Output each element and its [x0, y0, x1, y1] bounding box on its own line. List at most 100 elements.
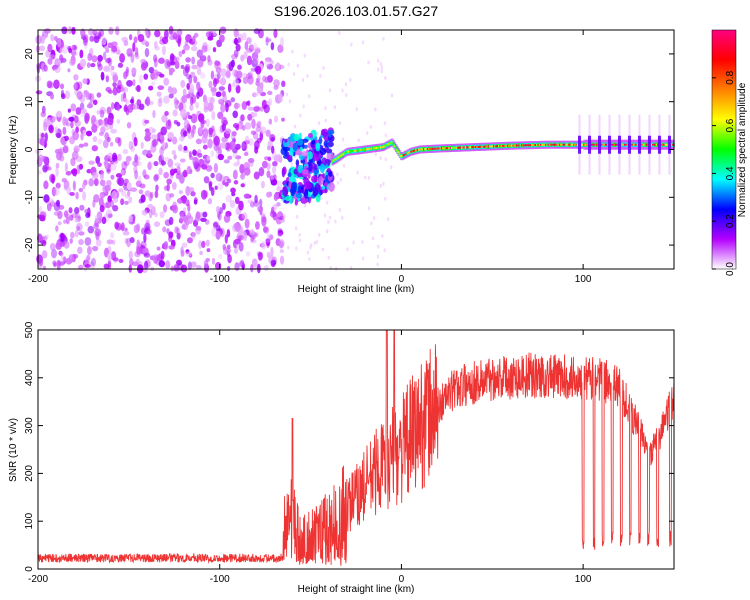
spectrogram-noise-cell: [257, 205, 264, 213]
spectrogram-noise-cell: [55, 59, 62, 65]
tone-band-core: [475, 146, 478, 149]
spectrogram-noise-cell: [243, 151, 249, 157]
spectrogram-noise-cell: [64, 162, 69, 173]
spectrogram-noise-cell: [109, 232, 115, 239]
spectrogram-noise-cell: [73, 145, 80, 153]
tone-band-core: [403, 153, 407, 156]
spectrogram-noise-cell: [143, 260, 149, 270]
spectrogram-noise-cell: [221, 90, 226, 97]
spectrogram-faint-cell: [344, 82, 348, 87]
spectrogram-noise-cell: [167, 131, 175, 140]
spectrogram-transition-cell: [307, 132, 313, 139]
spectrogram-noise-cell: [218, 85, 225, 93]
spectrogram-noise-cell: [145, 131, 152, 137]
spectrogram-noise-cell: [103, 124, 111, 131]
spectrogram-noise-cell: [159, 134, 164, 141]
spectrogram-noise-cell: [62, 145, 69, 154]
spectrogram-noise-cell: [42, 164, 48, 173]
spectrogram-noise-cell: [256, 263, 261, 274]
spectrogram-transition-cell: [327, 129, 335, 135]
spectrogram-noise-cell: [259, 106, 264, 112]
tone-band-core: [636, 143, 640, 146]
spectrogram-noise-cell: [279, 218, 285, 223]
spectrogram-noise-cell: [181, 95, 188, 104]
spectrogram-transition-cell: [324, 182, 328, 187]
spectrogram-noise-cell: [192, 124, 196, 134]
spectrogram-noise-cell: [152, 69, 159, 80]
spectrogram-noise-cell: [142, 169, 147, 178]
tone-band-core: [626, 143, 629, 146]
spectrogram-faint-cell: [381, 234, 384, 239]
spectrogram-noise-cell: [48, 124, 54, 134]
snr-series: [37, 329, 675, 566]
tone-band-core: [410, 150, 413, 153]
spectrogram-transition-cell: [292, 142, 298, 152]
spectrogram-noise-cell: [234, 102, 239, 110]
spectrogram-noise-cell: [188, 74, 193, 85]
spectrogram-faint-cell: [379, 183, 382, 188]
spectrogram-noise-cell: [171, 149, 176, 155]
spectrogram-faint-cell: [386, 217, 390, 222]
tone-band-core: [405, 153, 408, 156]
spectrogram-noise-cell: [112, 204, 119, 212]
tone-band-core: [653, 143, 656, 146]
y-tick-label: 10: [24, 96, 35, 108]
spectrogram-noise-cell: [67, 108, 71, 113]
spectrogram-noise-cell: [239, 163, 245, 174]
spectrogram-noise-cell: [108, 213, 113, 218]
spectrogram-noise-cell: [55, 225, 59, 232]
spectrogram-transition-cell: [313, 165, 318, 170]
spectrogram-noise-cell: [135, 258, 140, 267]
spectrogram-noise-cell: [42, 235, 48, 241]
spectrogram-faint-cell: [291, 49, 294, 54]
spectrogram-noise-cell: [273, 115, 279, 123]
spectrogram-noise-cell: [169, 53, 175, 62]
tone-band-core: [584, 143, 587, 146]
colorbar-tick-label: 0.4: [725, 166, 736, 180]
tone-band-core: [443, 147, 446, 150]
spectrogram-noise-cell: [232, 123, 240, 129]
tone-band-core: [353, 149, 356, 152]
spectrogram-noise-cell: [59, 46, 64, 53]
spectrogram-noise-cell: [215, 67, 222, 74]
spectrogram-noise-cell: [158, 260, 166, 268]
tone-band-core: [420, 148, 423, 151]
spectrogram-noise-cell: [226, 244, 231, 250]
spectrogram-noise-cell: [110, 160, 117, 171]
tone-band-core: [615, 143, 618, 146]
spectrogram-noise-cell: [107, 64, 113, 73]
spectrogram-noise-cell: [125, 69, 129, 77]
spectrogram-noise-cell: [253, 171, 260, 180]
spectrogram-faint-cell: [322, 65, 325, 70]
spectrogram-noise-cell: [63, 240, 70, 249]
spectrogram-noise-cell: [140, 141, 144, 150]
tone-band-core: [370, 147, 374, 150]
tone-band-core: [375, 146, 379, 149]
x-tick-label: 0: [399, 574, 405, 585]
spectrogram-noise-cell: [168, 67, 175, 73]
tone-band-core: [378, 146, 381, 149]
spectrogram-noise-cell: [221, 116, 228, 127]
spectrogram-transition-cell: [312, 186, 319, 197]
tone-band-core: [336, 157, 339, 160]
spectrogram-noise-cell: [110, 174, 115, 180]
spectrogram-faint-cell: [365, 131, 369, 136]
spectrogram-noise-cell: [62, 44, 68, 55]
spectrogram-noise-cell: [172, 204, 179, 214]
spectrogram-noise-cell: [39, 214, 46, 221]
spectrogram-noise-cell: [158, 57, 165, 64]
tone-band-core: [363, 148, 366, 151]
spectrogram-streak-core: [597, 135, 601, 154]
tone-band-core: [417, 148, 421, 151]
spectrogram-noise-cell: [41, 250, 48, 259]
spectrogram-noise-cell: [81, 191, 87, 201]
spectrogram-transition-cell: [326, 152, 332, 160]
spectrogram-noise-cell: [41, 36, 46, 41]
spectrogram-faint-cell: [298, 238, 302, 243]
spectrogram-noise-cell: [205, 239, 210, 247]
spectrogram-noise-cell: [53, 35, 58, 41]
spectrogram-noise-cell: [258, 198, 263, 207]
tone-band-core: [435, 147, 439, 150]
y-tick-label: 200: [24, 465, 35, 482]
spectrogram-noise-cell: [221, 136, 228, 143]
